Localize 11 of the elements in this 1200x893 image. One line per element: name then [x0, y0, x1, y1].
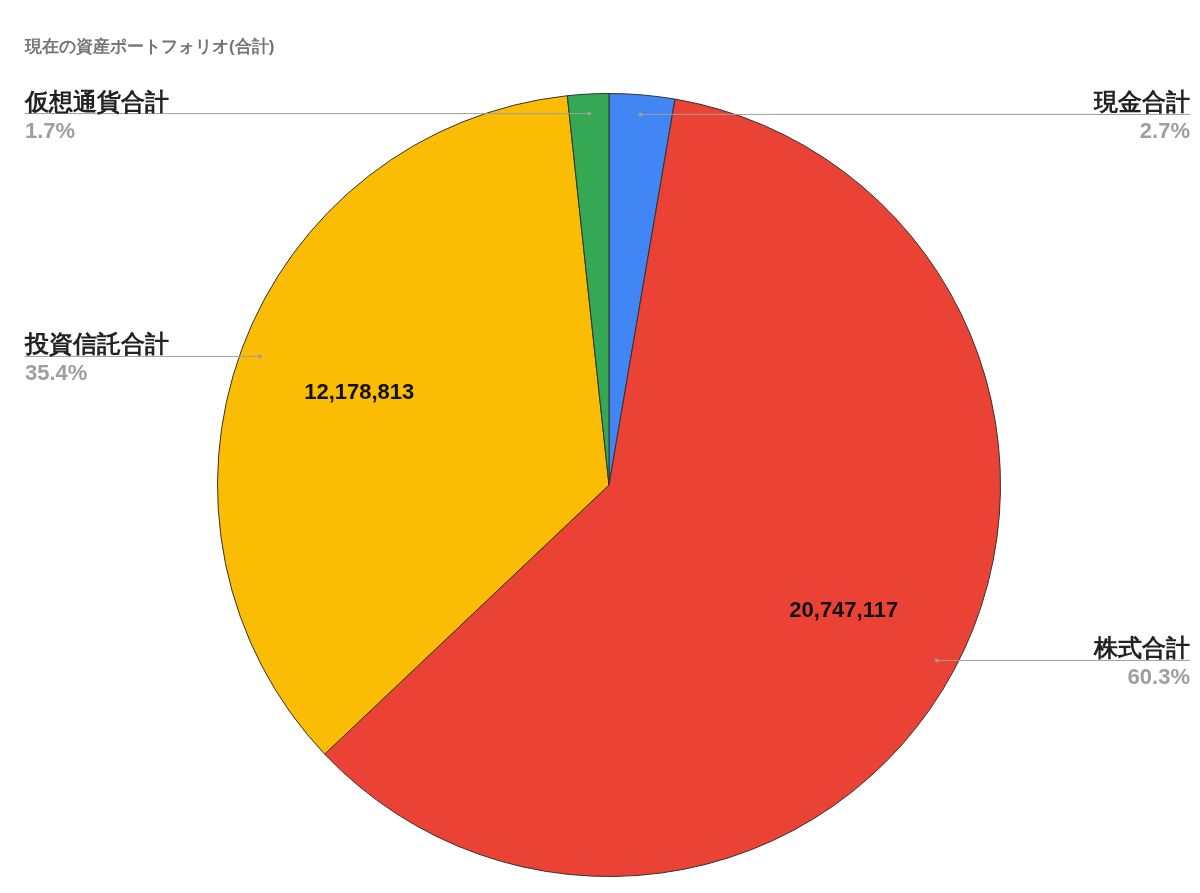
slice-label: 現金合計: [1093, 88, 1190, 116]
chart-title: 現在の資産ポートフォリオ(合計): [24, 37, 275, 56]
slice-label: 仮想通貨合計: [24, 87, 169, 115]
data-label: 2.7%: [1139, 118, 1190, 144]
data-label: 60.3%: [1127, 664, 1190, 690]
data-label: 35.4%: [25, 360, 88, 386]
text: 20,747,117: [789, 596, 899, 622]
slice-label: 投資信託合計: [24, 330, 169, 358]
text: 12,178,813: [304, 379, 415, 405]
slice-label: 株式合計: [1093, 634, 1190, 662]
data-label: 1.7%: [25, 117, 76, 143]
